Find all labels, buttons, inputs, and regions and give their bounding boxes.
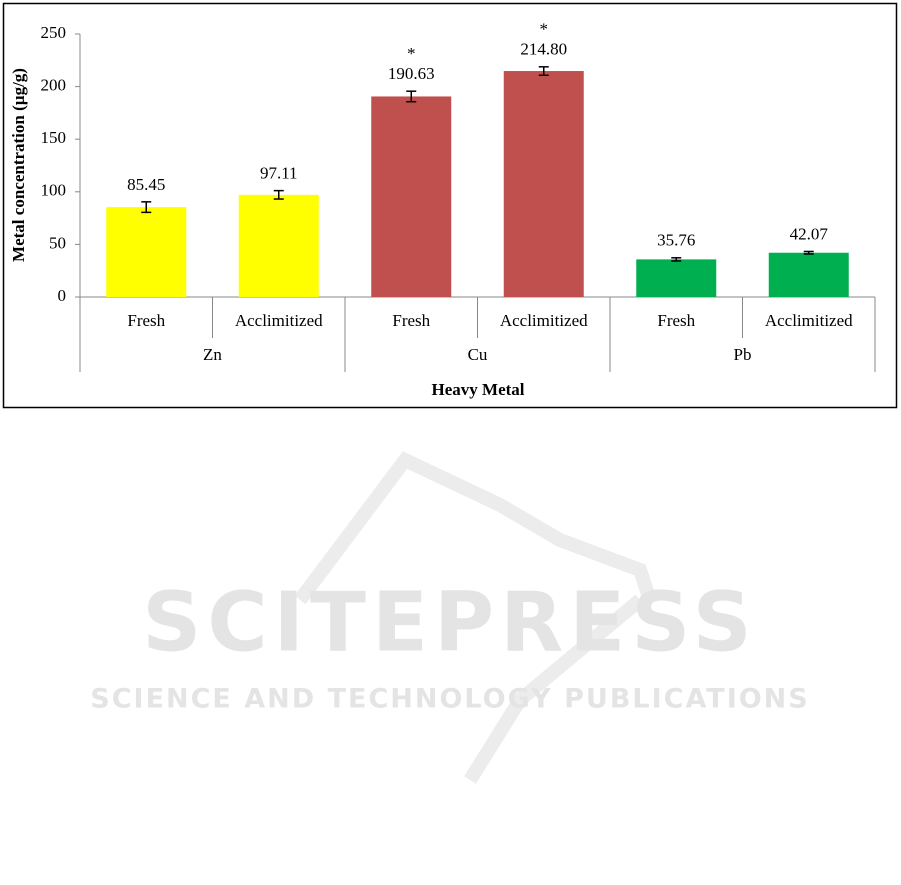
significance-marker: *: [540, 20, 549, 39]
x-tick-label: Fresh: [127, 311, 165, 330]
value-label: 42.07: [790, 224, 829, 243]
y-tick-label: 0: [58, 286, 67, 305]
y-tick-label: 200: [41, 76, 67, 95]
x-axis-title: Heavy Metal: [432, 380, 525, 399]
bar: [106, 207, 187, 297]
group-label: Zn: [203, 345, 222, 364]
value-label: 214.80: [520, 40, 567, 59]
y-tick-label: 250: [41, 23, 67, 42]
x-tick-label: Acclimitized: [235, 311, 323, 330]
watermark-title: SCITEPRESS: [142, 575, 757, 670]
bar: [636, 259, 717, 297]
value-label: 85.45: [127, 175, 165, 194]
bar: [768, 252, 849, 297]
value-label: 190.63: [388, 64, 435, 83]
group-label: Cu: [468, 345, 488, 364]
bar: [371, 96, 452, 297]
significance-marker: *: [407, 44, 416, 63]
y-axis-title: Metal concentration (µg/g): [9, 68, 28, 262]
value-label: 97.11: [260, 164, 298, 183]
y-tick-label: 150: [41, 128, 67, 147]
chart-border: [2, 2, 898, 409]
bar: [503, 71, 584, 298]
value-label: 35.76: [657, 231, 695, 250]
x-tick-label: Acclimitized: [765, 311, 853, 330]
watermark-logo: [294, 451, 657, 784]
x-tick-label: Fresh: [657, 311, 695, 330]
bar: [238, 194, 319, 297]
y-tick-label: 100: [41, 181, 67, 200]
watermark-subtitle: SCIENCE AND TECHNOLOGY PUBLICATIONS: [90, 684, 809, 715]
group-label: Pb: [734, 345, 752, 364]
watermark: SCITEPRESS SCIENCE AND TECHNOLOGY PUBLIC…: [90, 451, 809, 784]
y-tick-label: 50: [49, 233, 66, 252]
x-tick-label: Acclimitized: [500, 311, 588, 330]
x-tick-label: Fresh: [392, 311, 430, 330]
